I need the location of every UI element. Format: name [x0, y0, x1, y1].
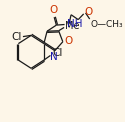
Text: Cl: Cl: [52, 48, 62, 58]
Text: O—CH₃: O—CH₃: [90, 20, 123, 29]
Text: N: N: [50, 52, 58, 62]
Text: O: O: [64, 36, 73, 46]
Text: O: O: [49, 5, 57, 15]
Text: NH: NH: [67, 20, 82, 30]
Text: Me: Me: [65, 21, 80, 31]
Text: Cl: Cl: [11, 32, 21, 42]
Text: O: O: [85, 7, 93, 17]
